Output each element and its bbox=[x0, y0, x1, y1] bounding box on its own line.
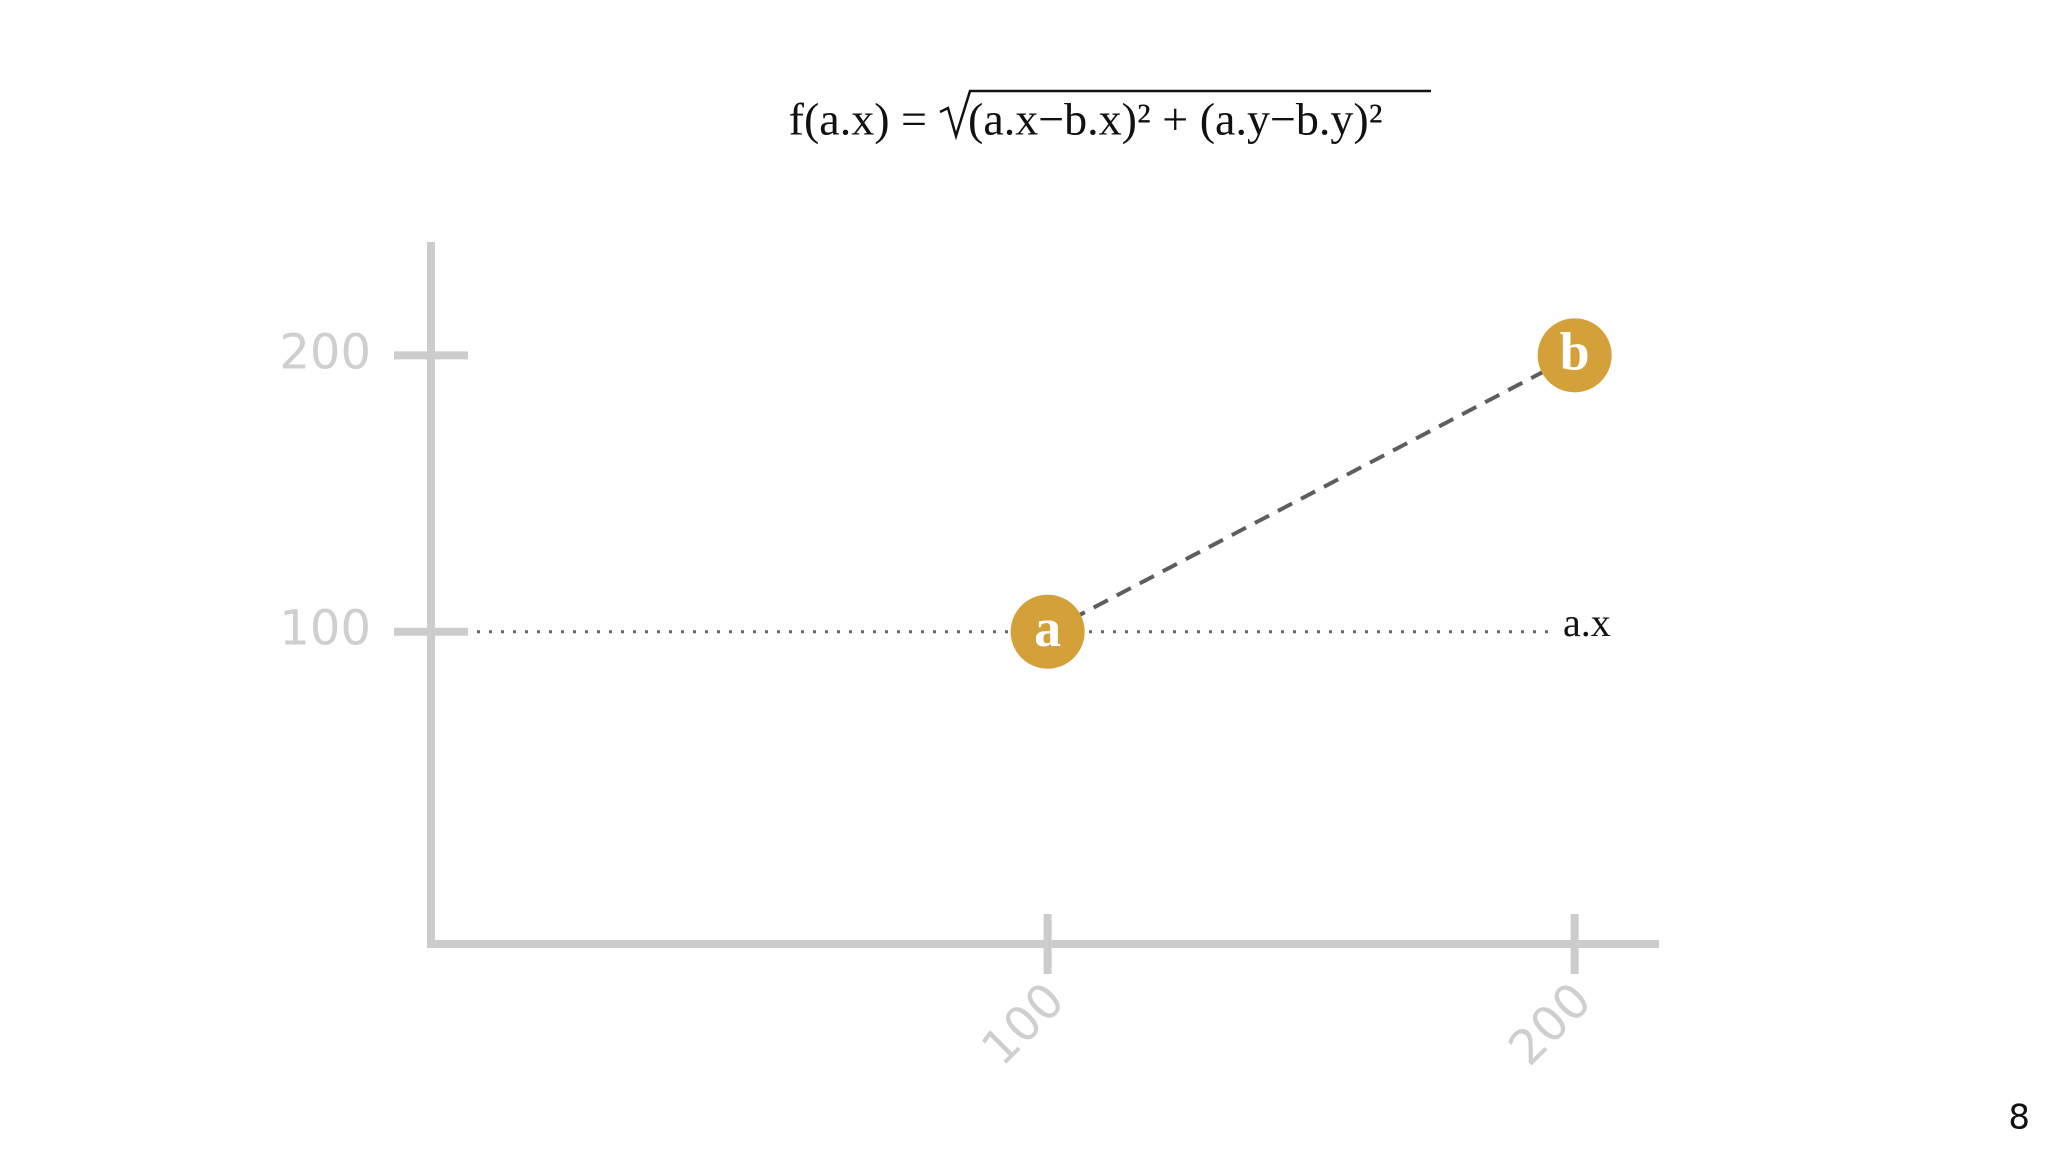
formula-radicand: (a.x−b.x)² + (a.y−b.y)² bbox=[968, 94, 1383, 145]
radical-sign bbox=[939, 89, 1431, 141]
x-tick-label: 200 bbox=[1498, 972, 1602, 1076]
y-tick-label: 100 bbox=[279, 601, 371, 657]
point bbox=[1010, 594, 1085, 669]
point-label: a bbox=[1034, 598, 1061, 658]
annotation: a.x bbox=[1563, 600, 1611, 645]
distance-line bbox=[1046, 353, 1576, 634]
formula-lhs: f(a.x) = bbox=[789, 94, 927, 145]
y-tick-label: 200 bbox=[279, 324, 371, 380]
x-tick-label: 100 bbox=[971, 972, 1075, 1076]
point bbox=[1537, 318, 1612, 393]
page-number: 8 bbox=[2008, 1098, 2030, 1138]
point-label: b bbox=[1560, 322, 1590, 382]
axes bbox=[427, 242, 1659, 948]
